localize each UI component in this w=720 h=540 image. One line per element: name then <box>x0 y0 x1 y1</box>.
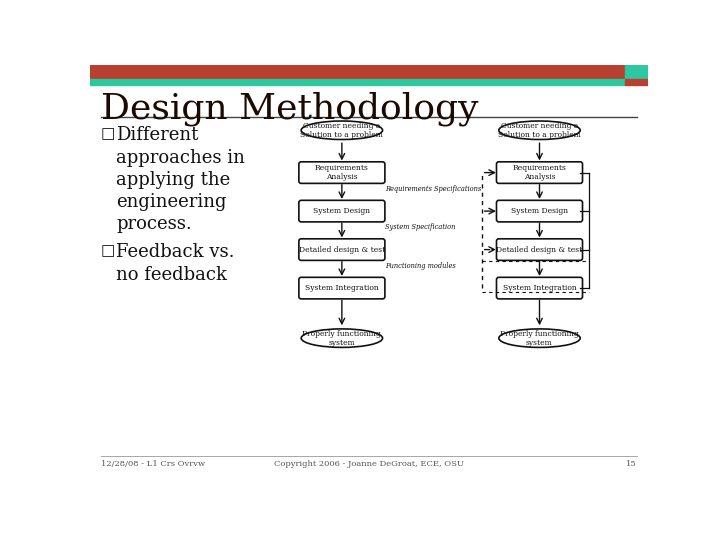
FancyBboxPatch shape <box>299 278 385 299</box>
Ellipse shape <box>499 121 580 139</box>
Bar <box>625 79 648 85</box>
FancyBboxPatch shape <box>497 278 582 299</box>
Text: Requirements
Analysis: Requirements Analysis <box>513 164 567 181</box>
Ellipse shape <box>301 329 382 347</box>
Text: System Integration: System Integration <box>305 284 379 292</box>
Text: Properly functioning
system: Properly functioning system <box>500 329 579 347</box>
Text: Customer needing a
Solution to a problem: Customer needing a Solution to a problem <box>498 122 581 139</box>
FancyBboxPatch shape <box>497 239 582 260</box>
Ellipse shape <box>499 329 580 347</box>
Text: Detailed design & test: Detailed design & test <box>496 246 582 254</box>
Text: System Specification: System Specification <box>385 223 455 231</box>
Text: Requirements
Analysis: Requirements Analysis <box>315 164 369 181</box>
Text: Feedback vs.
no feedback: Feedback vs. no feedback <box>117 244 235 284</box>
FancyBboxPatch shape <box>299 162 385 184</box>
FancyBboxPatch shape <box>299 200 385 222</box>
Bar <box>90 65 625 79</box>
FancyBboxPatch shape <box>299 239 385 260</box>
Text: System Integration: System Integration <box>503 284 577 292</box>
Bar <box>625 65 648 79</box>
Ellipse shape <box>301 121 382 139</box>
Text: Functioning modules: Functioning modules <box>385 262 456 270</box>
Text: Different
approaches in
applying the
engineering
process.: Different approaches in applying the eng… <box>117 126 246 233</box>
Text: System Design: System Design <box>511 207 568 215</box>
FancyBboxPatch shape <box>497 162 582 184</box>
Text: 12/28/08 - L1 Crs Ovrvw: 12/28/08 - L1 Crs Ovrvw <box>101 460 205 468</box>
Text: Copyright 2006 - Joanne DeGroat, ECE, OSU: Copyright 2006 - Joanne DeGroat, ECE, OS… <box>274 460 464 468</box>
Text: Properly functioning
system: Properly functioning system <box>302 329 382 347</box>
Text: Design Methodology: Design Methodology <box>101 92 478 126</box>
FancyBboxPatch shape <box>497 200 582 222</box>
Text: 15: 15 <box>626 460 637 468</box>
Text: □: □ <box>101 126 115 141</box>
Text: Detailed design & test: Detailed design & test <box>299 246 385 254</box>
Text: System Design: System Design <box>313 207 370 215</box>
Bar <box>90 79 625 85</box>
Text: □: □ <box>101 244 115 259</box>
Text: Customer needing a
Solution to a problem: Customer needing a Solution to a problem <box>300 122 383 139</box>
Text: Requirements Specifications: Requirements Specifications <box>385 185 481 193</box>
